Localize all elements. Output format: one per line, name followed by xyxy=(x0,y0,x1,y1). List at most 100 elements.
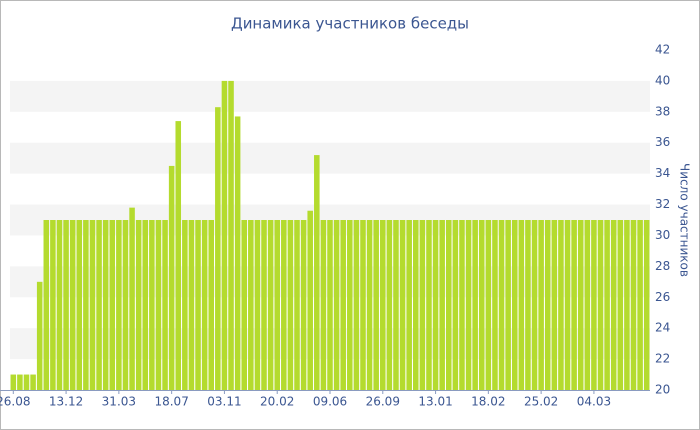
x-tick-label: 13.01 xyxy=(418,395,452,409)
bar xyxy=(643,220,650,390)
bar xyxy=(201,220,208,390)
bar xyxy=(254,220,261,390)
bar xyxy=(234,116,241,391)
bar xyxy=(538,220,544,390)
bar xyxy=(327,220,333,390)
bar xyxy=(366,220,373,390)
bar xyxy=(248,220,254,390)
y-tick-label: 28 xyxy=(655,259,670,273)
bar xyxy=(591,220,597,390)
bar xyxy=(617,220,624,390)
bar xyxy=(228,80,234,390)
bar xyxy=(122,220,129,390)
bar xyxy=(135,220,142,390)
y-tick-label: 36 xyxy=(655,135,670,149)
bar xyxy=(155,220,162,390)
bar xyxy=(340,220,346,390)
bar xyxy=(577,220,584,390)
bar xyxy=(287,220,294,390)
bar xyxy=(294,220,300,390)
y-tick-label: 34 xyxy=(655,166,670,180)
y-tick-label: 30 xyxy=(655,228,670,242)
bar xyxy=(300,220,307,390)
bar xyxy=(558,220,564,390)
x-tick-label: 04.03 xyxy=(577,395,611,409)
bar xyxy=(353,220,360,390)
chart-title: Динамика участников беседы xyxy=(231,15,469,33)
bar xyxy=(17,374,23,390)
bar xyxy=(261,220,267,390)
bar xyxy=(96,220,102,390)
x-tick-label: 09.06 xyxy=(313,395,347,409)
bar xyxy=(472,220,478,390)
y-tick-label: 26 xyxy=(655,290,670,304)
bar xyxy=(162,220,168,390)
bar xyxy=(432,220,439,390)
x-tick-label: 31.03 xyxy=(102,395,136,409)
bar xyxy=(50,220,56,390)
bar xyxy=(175,121,182,390)
bar xyxy=(208,220,215,390)
bar xyxy=(307,210,313,390)
bar xyxy=(492,220,498,390)
y-axis-label: Число участников xyxy=(678,163,692,277)
y-tick-label: 40 xyxy=(655,73,670,87)
y-tick-label: 32 xyxy=(655,197,670,211)
bar xyxy=(478,220,485,390)
x-tick-label: 26.08 xyxy=(0,395,30,409)
bar xyxy=(333,220,340,390)
bar xyxy=(83,220,89,390)
x-tick-label: 03.11 xyxy=(207,395,241,409)
bar xyxy=(281,220,287,390)
bar xyxy=(43,220,50,390)
bar xyxy=(597,220,604,390)
bar xyxy=(241,220,247,390)
y-tick-label: 24 xyxy=(655,321,670,335)
bar xyxy=(518,220,525,390)
bar xyxy=(168,165,175,390)
bar xyxy=(426,220,432,390)
bar xyxy=(23,374,30,390)
bar xyxy=(274,220,280,390)
bar xyxy=(373,220,379,390)
bar xyxy=(69,220,76,390)
bar xyxy=(459,220,465,390)
bar xyxy=(485,220,492,390)
grid-band xyxy=(10,142,650,174)
bar xyxy=(89,220,96,390)
bar xyxy=(30,374,36,390)
bar xyxy=(399,220,406,390)
bar xyxy=(637,220,643,390)
bar xyxy=(182,220,188,390)
x-tick-label: 26.09 xyxy=(366,395,400,409)
bar xyxy=(142,220,149,390)
bar xyxy=(571,220,577,390)
x-tick-label: 25.02 xyxy=(524,395,558,409)
bar xyxy=(380,220,386,390)
bar xyxy=(10,374,17,390)
bar xyxy=(406,220,412,390)
grid-band xyxy=(10,80,650,112)
bar xyxy=(109,220,116,390)
x-tick-label: 18.02 xyxy=(471,395,505,409)
bar xyxy=(584,220,591,390)
bar xyxy=(386,220,393,390)
bar xyxy=(314,155,320,390)
x-tick-label: 13.12 xyxy=(49,395,83,409)
bar xyxy=(267,220,274,390)
bar xyxy=(452,220,459,390)
bar xyxy=(221,80,228,390)
bar xyxy=(551,220,558,390)
bar xyxy=(63,220,69,390)
bar xyxy=(116,220,122,390)
bar xyxy=(102,220,109,390)
bar xyxy=(56,220,63,390)
bar xyxy=(360,220,366,390)
bar xyxy=(347,220,353,390)
bar xyxy=(564,220,571,390)
bar xyxy=(188,220,195,390)
bar xyxy=(413,220,419,390)
x-tick-label: 20.02 xyxy=(260,395,294,409)
bar xyxy=(445,220,452,390)
